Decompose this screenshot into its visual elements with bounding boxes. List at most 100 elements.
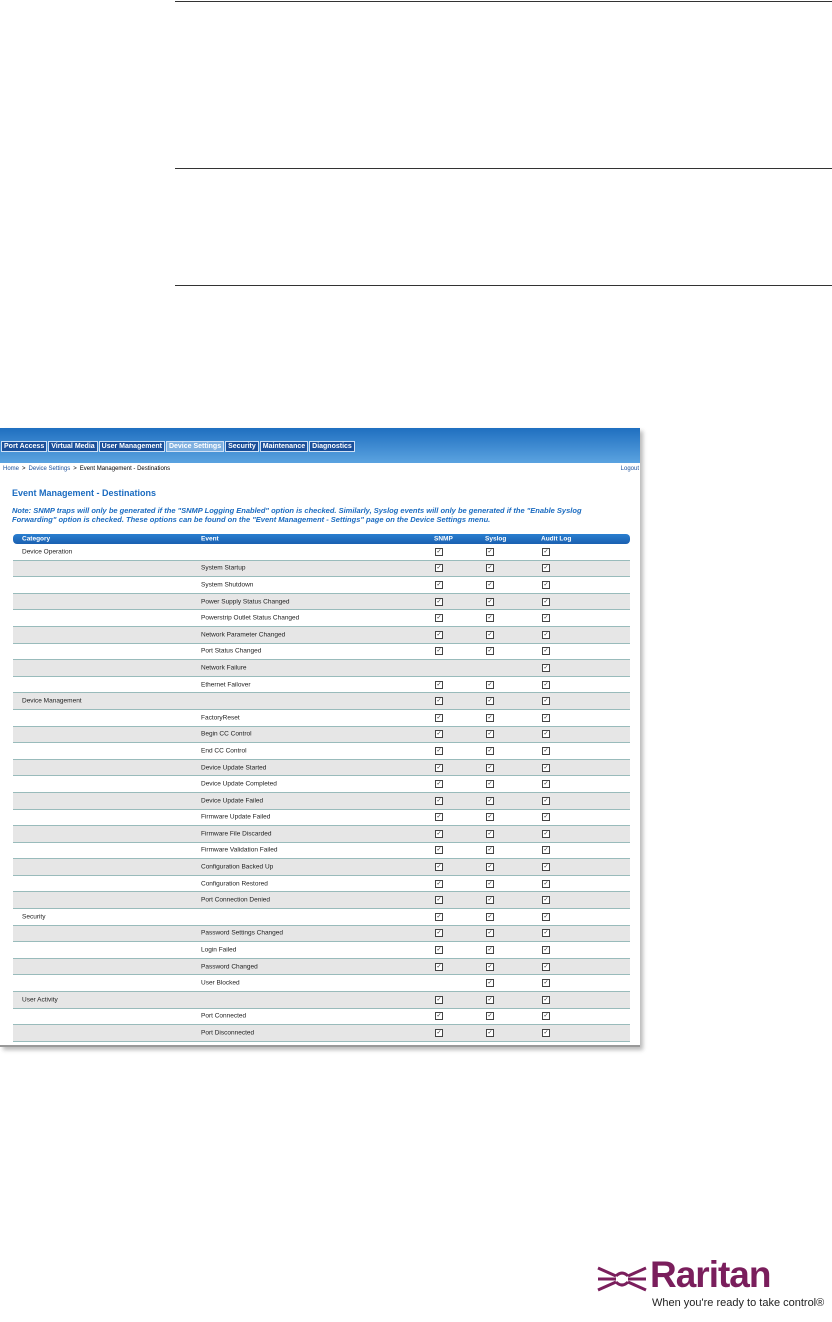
checkbox[interactable] [486,680,494,689]
checkbox[interactable] [435,846,443,855]
logout-link[interactable]: Logout [620,466,639,472]
checkbox[interactable] [542,630,550,639]
checkbox[interactable] [486,1029,494,1038]
checkbox[interactable] [435,763,443,772]
checkbox[interactable] [435,630,443,639]
checkbox[interactable] [435,995,443,1004]
table-header: Category Event SNMP Syslog Audit Log [13,534,630,544]
checkbox[interactable] [435,746,443,755]
checkbox[interactable] [486,995,494,1004]
checkbox[interactable] [486,796,494,805]
checkbox[interactable] [435,912,443,921]
checkbox[interactable] [435,813,443,822]
checkbox[interactable] [435,829,443,838]
checkbox[interactable] [435,597,443,606]
checkbox[interactable] [486,813,494,822]
nav-tab[interactable]: Diagnostics [309,441,355,452]
checkbox[interactable] [435,730,443,739]
checkbox[interactable] [486,946,494,955]
breadcrumb-item[interactable]: Home [3,466,20,472]
checkbox[interactable] [542,614,550,623]
checkbox[interactable] [542,647,550,656]
checkbox[interactable] [435,780,443,789]
checkbox[interactable] [486,829,494,838]
checkbox[interactable] [542,929,550,938]
checkbox[interactable] [542,713,550,722]
checkbox[interactable] [435,564,443,573]
checkbox[interactable] [542,946,550,955]
checkbox[interactable] [486,912,494,921]
nav-tab[interactable]: Security [225,441,259,452]
checkbox[interactable] [542,979,550,988]
checkbox[interactable] [435,946,443,955]
checkbox[interactable] [542,680,550,689]
checkbox[interactable] [486,580,494,589]
checkbox[interactable] [486,929,494,938]
checkbox[interactable] [486,597,494,606]
nav-tab[interactable]: Device Settings [165,441,225,452]
event-cell: FactoryReset [201,714,240,722]
checkbox[interactable] [542,829,550,838]
checkbox[interactable] [486,962,494,971]
checkbox[interactable] [486,730,494,739]
checkbox[interactable] [486,564,494,573]
checkbox[interactable] [486,879,494,888]
nav-tab[interactable]: Port Access [1,441,48,452]
checkbox[interactable] [542,780,550,789]
checkbox[interactable] [542,697,550,706]
checkbox[interactable] [542,896,550,905]
checkbox[interactable] [486,780,494,789]
checkbox[interactable] [486,697,494,706]
checkbox[interactable] [542,547,550,556]
checkbox[interactable] [486,746,494,755]
checkbox[interactable] [542,663,550,672]
checkbox[interactable] [542,730,550,739]
checkbox[interactable] [486,846,494,855]
checkbox[interactable] [435,796,443,805]
checkbox[interactable] [435,929,443,938]
checkbox[interactable] [435,647,443,656]
checkbox[interactable] [486,547,494,556]
checkbox[interactable] [542,580,550,589]
checkbox[interactable] [435,896,443,905]
checkbox[interactable] [542,564,550,573]
checkbox[interactable] [542,912,550,921]
nav-tab[interactable]: User Management [98,441,165,452]
checkbox[interactable] [435,697,443,706]
checkbox[interactable] [542,846,550,855]
checkbox[interactable] [486,713,494,722]
checkbox[interactable] [486,979,494,988]
breadcrumb-item[interactable]: Device Settings [28,466,71,472]
checkbox[interactable] [542,813,550,822]
table-row: FactoryReset [13,710,630,727]
checkbox[interactable] [542,1012,550,1021]
checkbox[interactable] [542,796,550,805]
checkbox[interactable] [486,614,494,623]
checkbox[interactable] [435,614,443,623]
checkbox[interactable] [542,879,550,888]
checkbox[interactable] [435,680,443,689]
checkbox[interactable] [435,1012,443,1021]
checkbox[interactable] [486,630,494,639]
checkbox[interactable] [435,962,443,971]
checkbox[interactable] [435,547,443,556]
nav-tab[interactable]: Virtual Media [48,441,98,452]
checkbox[interactable] [486,896,494,905]
checkbox[interactable] [435,580,443,589]
checkbox[interactable] [435,1029,443,1038]
checkbox[interactable] [542,995,550,1004]
checkbox[interactable] [542,763,550,772]
checkbox[interactable] [542,1029,550,1038]
checkbox[interactable] [486,863,494,872]
checkbox[interactable] [542,746,550,755]
nav-tab[interactable]: Maintenance [259,441,309,452]
checkbox[interactable] [542,962,550,971]
checkbox[interactable] [542,863,550,872]
checkbox[interactable] [435,863,443,872]
checkbox[interactable] [486,647,494,656]
checkbox[interactable] [486,763,494,772]
checkbox[interactable] [435,879,443,888]
checkbox[interactable] [435,713,443,722]
checkbox[interactable] [486,1012,494,1021]
checkbox[interactable] [542,597,550,606]
